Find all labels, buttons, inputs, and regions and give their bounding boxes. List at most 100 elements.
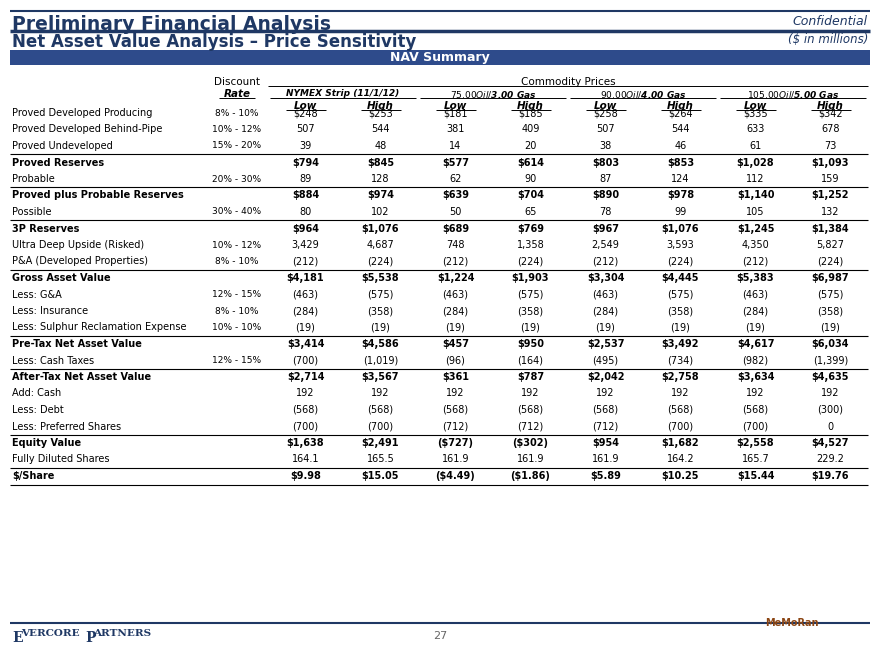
Text: 4,350: 4,350 <box>742 240 769 250</box>
Text: $361: $361 <box>442 372 469 382</box>
Text: (224): (224) <box>667 256 693 266</box>
Text: (1,019): (1,019) <box>363 355 398 366</box>
Text: (575): (575) <box>517 289 544 299</box>
Text: $2,714: $2,714 <box>287 372 324 382</box>
Text: ($ in millions): ($ in millions) <box>788 33 868 46</box>
Text: (712): (712) <box>443 422 469 432</box>
Text: Rate: Rate <box>224 89 251 99</box>
Text: $253: $253 <box>368 108 392 118</box>
Text: NYMEX Strip (11/1/12): NYMEX Strip (11/1/12) <box>286 89 400 98</box>
Text: 112: 112 <box>746 174 765 184</box>
Text: $15.44: $15.44 <box>737 471 774 481</box>
Text: (568): (568) <box>667 405 693 415</box>
Text: (568): (568) <box>292 405 319 415</box>
Text: 3,593: 3,593 <box>667 240 694 250</box>
Text: $/Share: $/Share <box>12 471 55 481</box>
Text: (358): (358) <box>368 306 393 316</box>
Text: $787: $787 <box>517 372 544 382</box>
Text: (19): (19) <box>745 322 766 333</box>
Text: 89: 89 <box>299 174 312 184</box>
Text: 409: 409 <box>521 125 539 134</box>
Text: (19): (19) <box>820 322 840 333</box>
Text: (700): (700) <box>292 355 319 366</box>
Text: Proved Developed Behind-Pipe: Proved Developed Behind-Pipe <box>12 125 163 134</box>
Text: $6,987: $6,987 <box>811 273 849 283</box>
Text: (358): (358) <box>667 306 693 316</box>
Text: 46: 46 <box>674 141 686 151</box>
Text: 159: 159 <box>821 174 840 184</box>
Text: 20: 20 <box>524 141 537 151</box>
Text: (712): (712) <box>592 422 619 432</box>
Text: $3,492: $3,492 <box>662 339 700 349</box>
Text: 192: 192 <box>671 389 690 399</box>
Text: 192: 192 <box>371 389 390 399</box>
Text: $4,635: $4,635 <box>811 372 849 382</box>
Text: Fully Diluted Shares: Fully Diluted Shares <box>12 455 109 465</box>
Text: (1,399): (1,399) <box>813 355 848 366</box>
Text: 12% - 15%: 12% - 15% <box>212 356 261 365</box>
Text: 99: 99 <box>674 207 686 217</box>
Text: (19): (19) <box>370 322 391 333</box>
Text: Proved Developed Producing: Proved Developed Producing <box>12 108 152 118</box>
Text: (463): (463) <box>443 289 468 299</box>
Text: (982): (982) <box>743 355 768 366</box>
Text: Confidential: Confidential <box>793 15 868 28</box>
Text: Add: Cash: Add: Cash <box>12 389 62 399</box>
Text: (463): (463) <box>292 289 319 299</box>
Text: 678: 678 <box>821 125 840 134</box>
Text: $90.00 Oil / $4.00 Gas: $90.00 Oil / $4.00 Gas <box>599 89 686 100</box>
Text: (358): (358) <box>517 306 544 316</box>
Text: $3,634: $3,634 <box>737 372 774 382</box>
Text: 14: 14 <box>450 141 462 151</box>
Text: 12% - 15%: 12% - 15% <box>212 290 261 299</box>
Text: $1,245: $1,245 <box>737 223 774 233</box>
Text: 132: 132 <box>821 207 840 217</box>
Text: (700): (700) <box>667 422 693 432</box>
Text: $5,538: $5,538 <box>362 273 400 283</box>
Text: High: High <box>667 101 694 111</box>
Text: $845: $845 <box>367 158 394 167</box>
Text: NAV Summary: NAV Summary <box>390 51 490 64</box>
Text: After-Tax Net Asset Value: After-Tax Net Asset Value <box>12 372 151 382</box>
Text: $1,140: $1,140 <box>737 190 774 200</box>
Text: 161.9: 161.9 <box>591 455 620 465</box>
Text: 192: 192 <box>521 389 539 399</box>
Text: 192: 192 <box>821 389 840 399</box>
Text: VERCORE: VERCORE <box>21 629 79 638</box>
Text: Proved plus Probable Reserves: Proved plus Probable Reserves <box>12 190 184 200</box>
Text: (700): (700) <box>368 422 393 432</box>
Text: 38: 38 <box>599 141 612 151</box>
Text: 1,358: 1,358 <box>517 240 545 250</box>
Text: $689: $689 <box>442 223 469 233</box>
Text: (575): (575) <box>667 289 693 299</box>
Text: (19): (19) <box>296 322 315 333</box>
Text: (212): (212) <box>443 256 469 266</box>
Text: Low: Low <box>294 101 317 111</box>
Text: 8% - 10%: 8% - 10% <box>216 306 259 316</box>
Text: Less: Debt: Less: Debt <box>12 405 63 415</box>
Text: $1,076: $1,076 <box>662 223 700 233</box>
Text: $4,181: $4,181 <box>287 273 325 283</box>
Text: $1,903: $1,903 <box>512 273 549 283</box>
Text: $803: $803 <box>592 158 619 167</box>
Text: $884: $884 <box>292 190 319 200</box>
Text: 192: 192 <box>746 389 765 399</box>
Text: 90: 90 <box>524 174 537 184</box>
Text: $9.98: $9.98 <box>290 471 321 481</box>
Text: $4,527: $4,527 <box>811 438 849 448</box>
Text: 3P Reserves: 3P Reserves <box>12 223 79 233</box>
Text: $1,682: $1,682 <box>662 438 700 448</box>
Text: $1,076: $1,076 <box>362 223 400 233</box>
Text: 748: 748 <box>446 240 465 250</box>
Text: $978: $978 <box>667 190 694 200</box>
Text: (224): (224) <box>818 256 844 266</box>
Text: ($727): ($727) <box>437 438 473 448</box>
Text: $5,383: $5,383 <box>737 273 774 283</box>
Text: $2,558: $2,558 <box>737 438 774 448</box>
Text: 65: 65 <box>524 207 537 217</box>
Text: $185: $185 <box>518 108 543 118</box>
Text: 62: 62 <box>450 174 462 184</box>
Text: $10.25: $10.25 <box>662 471 700 481</box>
Text: $4,445: $4,445 <box>662 273 700 283</box>
Text: $967: $967 <box>592 223 619 233</box>
